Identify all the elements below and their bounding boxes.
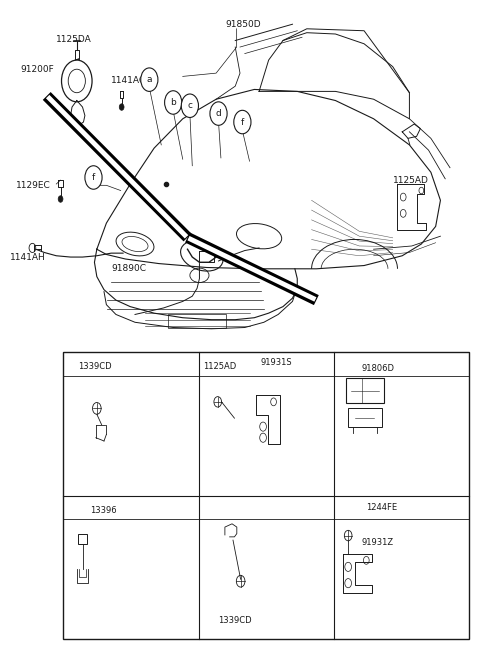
Text: c: c (187, 102, 192, 110)
Text: 91890C: 91890C (111, 265, 146, 273)
Bar (348, 408, 382, 426)
Circle shape (119, 103, 124, 110)
Bar (168, 314, 226, 328)
Text: 91806D: 91806D (361, 364, 395, 373)
Text: d: d (216, 109, 221, 118)
Text: 13396: 13396 (90, 506, 116, 515)
Text: 1244FE: 1244FE (366, 503, 397, 512)
Bar (78, 534, 87, 544)
Text: 91931S: 91931S (261, 358, 292, 367)
Text: a: a (72, 360, 76, 369)
Bar (334, 352, 469, 376)
Text: c: c (342, 360, 347, 369)
Text: f: f (241, 117, 244, 126)
Text: 1141AC: 1141AC (111, 77, 146, 85)
Circle shape (181, 94, 199, 117)
Text: a: a (146, 75, 152, 84)
Circle shape (337, 498, 351, 517)
Circle shape (337, 355, 351, 373)
Text: 1339CD: 1339CD (78, 362, 111, 371)
Circle shape (203, 498, 216, 517)
Text: 91931Z: 91931Z (361, 538, 394, 548)
Bar (63, 496, 199, 519)
Text: 1129EC: 1129EC (16, 181, 50, 190)
Text: d: d (71, 503, 77, 512)
Text: b: b (170, 98, 176, 107)
Bar (199, 496, 334, 519)
Circle shape (67, 355, 81, 373)
Circle shape (234, 110, 251, 134)
Circle shape (67, 498, 81, 517)
Text: 91850D: 91850D (226, 20, 261, 29)
Bar (63, 352, 199, 376)
Text: b: b (206, 360, 212, 369)
Circle shape (203, 355, 216, 373)
Text: 1125AD: 1125AD (204, 362, 237, 371)
Bar (199, 352, 334, 376)
Text: 1125AD: 1125AD (393, 176, 429, 185)
Bar (346, 379, 384, 403)
Text: e: e (206, 503, 212, 512)
Text: 1141AH: 1141AH (10, 253, 46, 261)
Circle shape (58, 196, 63, 202)
Circle shape (141, 68, 158, 92)
Circle shape (210, 102, 227, 125)
Circle shape (85, 166, 102, 189)
Text: 1339CD: 1339CD (218, 616, 252, 625)
Text: 91200F: 91200F (21, 66, 54, 75)
Text: f: f (92, 173, 95, 182)
Text: 1125DA: 1125DA (56, 35, 92, 44)
Text: f: f (343, 503, 346, 512)
Circle shape (165, 91, 182, 114)
Bar (63, 352, 469, 639)
Bar (334, 496, 469, 519)
